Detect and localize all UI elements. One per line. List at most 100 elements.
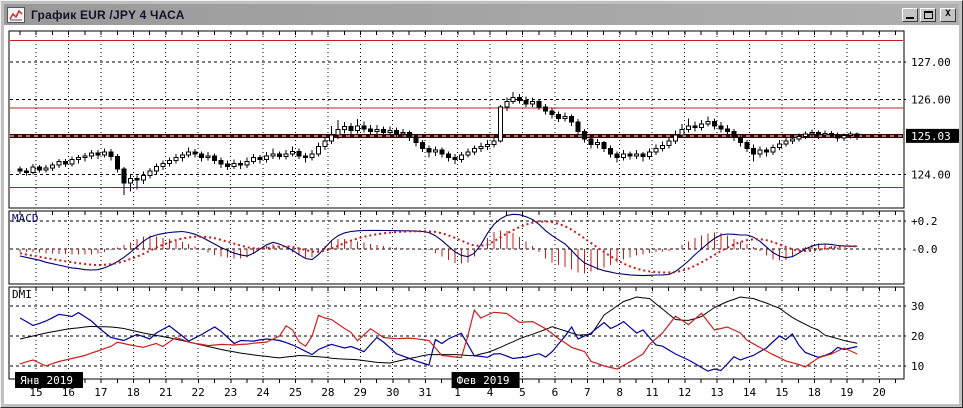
minimize-button[interactable] — [902, 7, 918, 22]
candle — [575, 119, 581, 136]
minimize-icon — [906, 17, 914, 19]
day-label: 24 — [256, 386, 270, 399]
candle — [770, 144, 776, 155]
candle — [199, 151, 205, 162]
candles-layer — [17, 92, 860, 196]
candle — [342, 122, 347, 134]
candle — [101, 148, 107, 158]
close-button[interactable]: X — [940, 7, 956, 22]
candle — [608, 145, 614, 158]
candle — [543, 104, 549, 115]
candle — [523, 96, 529, 107]
candle — [848, 131, 854, 139]
candle — [530, 97, 536, 107]
candle — [147, 167, 153, 179]
candle — [75, 155, 81, 164]
candle — [283, 150, 289, 160]
maximize-button[interactable] — [920, 7, 936, 22]
dmi-adx-line — [19, 296, 858, 364]
candle — [413, 134, 419, 147]
day-label: 22 — [192, 386, 205, 399]
candle — [731, 128, 737, 141]
dmi-plus-di-line — [19, 311, 858, 372]
candle — [270, 148, 276, 159]
x-axis-labels: 15 16 17 18 21 22 23 24 25 28 29 30 31 1 4 5 6 7 8 11 12 13 14… — [29, 386, 885, 399]
candle — [30, 164, 36, 175]
candle — [647, 148, 653, 160]
candle — [231, 159, 237, 169]
macd-panel: +0.2 -0.0 — [10, 215, 938, 256]
day-label: 15 — [775, 386, 788, 399]
title-bar[interactable]: График EUR /JPY 4 ЧАСА X — [4, 4, 959, 25]
candle — [225, 160, 231, 170]
panel-boxes — [8, 30, 905, 380]
month-label: Янв 2019 — [20, 374, 73, 387]
candle — [841, 133, 847, 141]
dmi-panel: 30 20 10 — [10, 300, 924, 373]
candle — [166, 157, 172, 167]
candle — [387, 126, 393, 136]
candle — [309, 150, 315, 161]
day-label: 12 — [678, 386, 691, 399]
candle — [484, 140, 490, 151]
candle — [750, 144, 756, 162]
macd-histogram — [19, 230, 845, 274]
month-tag: Янв 2019 — [15, 372, 83, 388]
candle — [316, 142, 322, 157]
candle — [679, 123, 685, 138]
candle — [56, 158, 62, 168]
candle — [634, 150, 640, 159]
day-label: 8 — [616, 386, 623, 399]
horizontal-gridlines — [10, 61, 906, 175]
candle — [17, 166, 23, 174]
candle — [815, 130, 821, 139]
candle — [627, 151, 633, 160]
candle — [205, 152, 211, 161]
candle — [426, 145, 432, 158]
candle — [406, 130, 412, 141]
candle — [23, 167, 29, 176]
candle — [218, 157, 224, 168]
candle — [835, 132, 841, 142]
candle — [698, 120, 704, 131]
price-axis-labels: 127.00 126.00 124.00 — [911, 56, 951, 182]
current-price-label: 125.03 — [911, 130, 951, 143]
candle — [140, 171, 146, 184]
month-label: Фев 2019 — [457, 374, 510, 387]
candle — [724, 125, 730, 136]
candle — [789, 135, 795, 144]
candle — [809, 129, 815, 137]
day-label: 21 — [159, 386, 172, 399]
candle — [685, 118, 691, 133]
candle — [380, 126, 386, 137]
candle — [367, 125, 373, 136]
candle — [504, 97, 510, 111]
candle — [361, 121, 367, 133]
candle — [439, 147, 445, 158]
candle — [127, 174, 133, 192]
day-label: 16 — [62, 386, 75, 399]
candle — [335, 120, 341, 139]
macd-axis-label: -0.0 — [911, 243, 938, 256]
candle — [556, 111, 562, 122]
candle — [744, 140, 750, 152]
candle — [264, 152, 270, 163]
line-chart-icon — [7, 6, 25, 23]
day-label: 30 — [386, 386, 399, 399]
day-label: 17 — [94, 386, 107, 399]
day-label: 18 — [808, 386, 821, 399]
dmi-minus-di-line — [19, 308, 858, 370]
current-price-tag: 125.03 — [906, 128, 959, 143]
candle — [134, 175, 140, 190]
day-label: 1 — [454, 386, 461, 399]
candle — [672, 130, 678, 144]
macd-axis-label: +0.2 — [911, 215, 938, 228]
candle — [718, 122, 724, 133]
candle — [244, 157, 250, 168]
vertical-gridlines — [35, 32, 880, 378]
maximize-icon — [923, 10, 933, 19]
candle — [419, 140, 425, 152]
macd-panel-label: MACD — [12, 212, 39, 225]
macd-panel-title: MACD — [12, 212, 39, 225]
day-label: 6 — [552, 386, 559, 399]
